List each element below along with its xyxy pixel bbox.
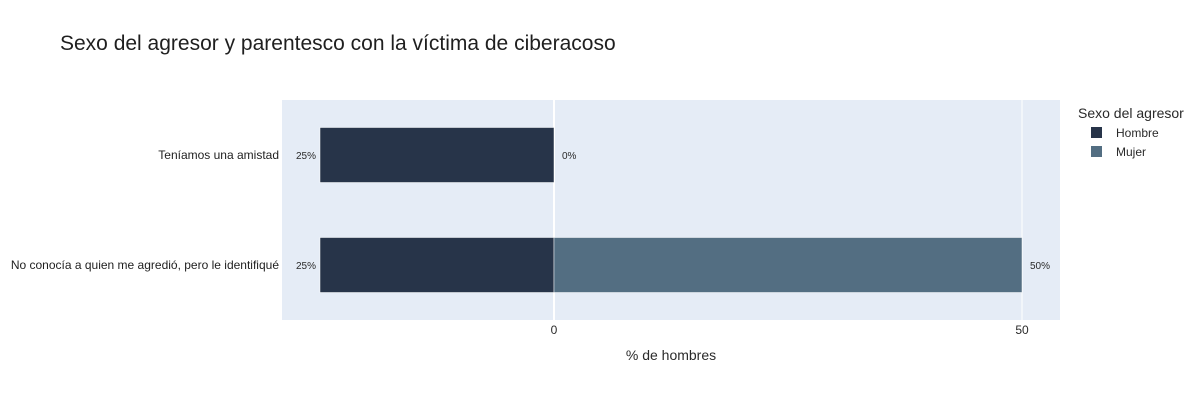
y-category-label: Teníamos una amistad [158, 148, 279, 162]
legend-item-label: Hombre [1116, 126, 1159, 140]
legend: Sexo del agresor Hombre Mujer [1078, 105, 1184, 159]
y-category-label: No conocía a quien me agredió, pero le i… [11, 258, 280, 272]
data-label: 0% [562, 151, 577, 162]
bar-hombre [319, 127, 555, 183]
legend-swatch [1091, 127, 1102, 138]
data-label: 50% [1030, 261, 1050, 272]
legend-item-label: Mujer [1116, 145, 1146, 159]
data-label: 25% [296, 261, 316, 272]
data-label: 25% [296, 151, 316, 162]
chart-title: Sexo del agresor y parentesco con la víc… [60, 32, 616, 55]
x-tick-label: 50 [1015, 323, 1029, 337]
bar-hombre [319, 237, 555, 293]
x-axis-label: % de hombres [626, 347, 716, 363]
bar-mujer [553, 237, 1023, 293]
legend-title: Sexo del agresor [1078, 105, 1184, 121]
legend-swatch [1091, 146, 1102, 157]
x-tick-label: 0 [551, 323, 558, 337]
